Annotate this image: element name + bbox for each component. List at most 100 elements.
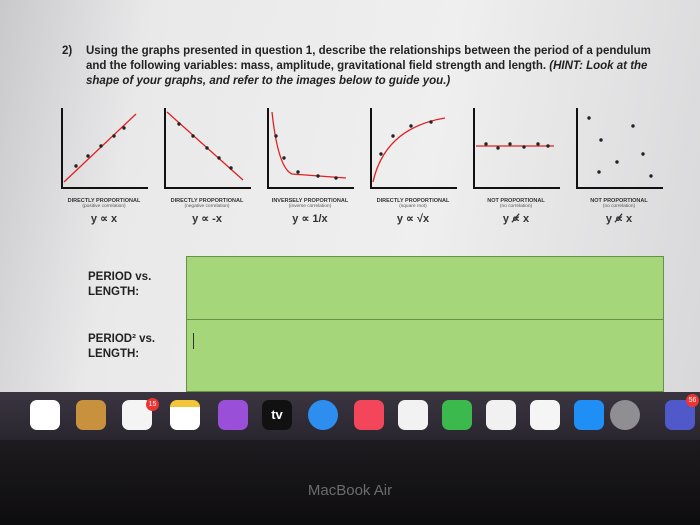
graph-sketch bbox=[473, 108, 560, 189]
caption-formula: y ∝̸ x bbox=[502, 213, 530, 225]
graph-sketch bbox=[164, 108, 251, 189]
caption-note: (negative correlation) bbox=[184, 204, 230, 209]
caption-title: DIRECTLY PROPORTIONAL bbox=[67, 198, 141, 204]
caption-formula: y ∝ x bbox=[90, 213, 118, 225]
notes-icon[interactable] bbox=[170, 400, 200, 430]
question-hint: (HINT: Look at the shape of your graphs,… bbox=[86, 60, 648, 87]
caption-note: (square root) bbox=[399, 204, 427, 209]
badge: 15 bbox=[146, 398, 159, 411]
axes bbox=[370, 108, 457, 189]
data-dot bbox=[99, 144, 103, 148]
data-dot bbox=[522, 145, 526, 149]
data-dot bbox=[112, 134, 116, 138]
settings-icon[interactable] bbox=[610, 400, 640, 430]
data-dot bbox=[296, 170, 300, 174]
caption-formula: y ∝̸ x bbox=[605, 213, 633, 225]
badge: 56 bbox=[686, 394, 699, 407]
row-label: PERIOD² vs. LENGTH: bbox=[88, 333, 156, 360]
caption-note: (positive correlation) bbox=[82, 204, 126, 209]
data-dot bbox=[274, 134, 278, 138]
data-dot bbox=[191, 134, 195, 138]
tv-icon[interactable]: tv bbox=[262, 400, 292, 430]
data-dot bbox=[177, 122, 181, 126]
news-icon[interactable] bbox=[398, 400, 428, 430]
caption-title: DIRECTLY PROPORTIONAL bbox=[376, 198, 450, 204]
data-dot bbox=[205, 146, 209, 150]
appstore-icon[interactable] bbox=[574, 400, 604, 430]
data-dot bbox=[641, 152, 645, 156]
data-dot bbox=[229, 166, 233, 170]
graph-caption: NOT PROPORTIONAL (no correlation) y ∝̸ x bbox=[571, 198, 667, 225]
caption-title: INVERSELY PROPORTIONAL bbox=[271, 198, 349, 204]
caption-title: NOT PROPORTIONAL bbox=[590, 198, 648, 204]
podcasts-icon[interactable] bbox=[218, 400, 248, 430]
data-dot bbox=[587, 116, 591, 120]
caption-formula: y ∝ 1/x bbox=[292, 213, 328, 225]
caption-note: (inverse correlation) bbox=[288, 204, 332, 209]
row-divider bbox=[187, 319, 663, 320]
text-cursor bbox=[193, 333, 194, 349]
trend-line bbox=[166, 111, 244, 181]
safari-icon[interactable] bbox=[308, 400, 338, 430]
data-dot bbox=[496, 146, 500, 150]
keynote-icon[interactable] bbox=[486, 400, 516, 430]
answer-table bbox=[186, 256, 664, 392]
data-dot bbox=[334, 176, 338, 180]
axes bbox=[61, 108, 148, 189]
data-dot bbox=[391, 134, 395, 138]
caption-title: NOT PROPORTIONAL bbox=[487, 198, 545, 204]
axes bbox=[473, 108, 560, 189]
row-label: PERIOD vs. LENGTH: bbox=[88, 271, 152, 298]
graph-caption: DIRECTLY PROPORTIONAL (negative correlati… bbox=[159, 198, 255, 225]
numbers-icon[interactable] bbox=[442, 400, 472, 430]
data-dot bbox=[409, 124, 413, 128]
graph-sketch bbox=[267, 108, 354, 189]
contacts-icon[interactable] bbox=[76, 400, 106, 430]
photos-icon[interactable] bbox=[30, 400, 60, 430]
bezel: MacBook Air bbox=[0, 440, 700, 525]
graph-caption: DIRECTLY PROPORTIONAL (positive correlati… bbox=[56, 198, 152, 225]
caption-title: DIRECTLY PROPORTIONAL bbox=[170, 198, 244, 204]
axes bbox=[267, 108, 354, 189]
data-dot bbox=[282, 156, 286, 160]
data-dot bbox=[379, 152, 383, 156]
data-dot bbox=[546, 144, 550, 148]
caption-note: (no correlation) bbox=[499, 204, 533, 209]
laptop-label: MacBook Air bbox=[307, 482, 393, 499]
data-dot bbox=[597, 170, 601, 174]
data-dot bbox=[631, 124, 635, 128]
graph-caption: NOT PROPORTIONAL (no correlation) y ∝̸ x bbox=[468, 198, 564, 225]
graph-sketch bbox=[370, 108, 457, 189]
worksheet: 2) Using the graphs presented in questio… bbox=[0, 0, 700, 392]
graph-sketch bbox=[576, 108, 663, 189]
trend-line bbox=[63, 113, 137, 183]
data-dot bbox=[86, 154, 90, 158]
data-dot bbox=[508, 142, 512, 146]
axes bbox=[576, 108, 663, 189]
axes bbox=[164, 108, 251, 189]
caption-note: (no correlation) bbox=[602, 204, 636, 209]
caption-formula: y ∝ -x bbox=[192, 213, 222, 225]
data-dot bbox=[122, 126, 126, 130]
graph-caption: DIRECTLY PROPORTIONAL (square root) y ∝ √x bbox=[365, 198, 461, 225]
data-dot bbox=[74, 164, 78, 168]
data-dot bbox=[599, 138, 603, 142]
question-text: Using the graphs presented in question 1… bbox=[86, 44, 656, 89]
graph-caption: INVERSELY PROPORTIONAL (inverse correlati… bbox=[262, 198, 358, 225]
data-dot bbox=[484, 142, 488, 146]
graph-sketch bbox=[61, 108, 148, 189]
trend-line bbox=[372, 117, 446, 183]
data-dot bbox=[615, 160, 619, 164]
data-dot bbox=[316, 174, 320, 178]
data-dot bbox=[429, 120, 433, 124]
question-body: Using the graphs presented in question 1… bbox=[86, 45, 651, 72]
trend-line bbox=[271, 111, 347, 179]
data-dot bbox=[536, 142, 540, 146]
pages-icon[interactable] bbox=[530, 400, 560, 430]
data-dot bbox=[217, 156, 221, 160]
dock: 15 tv 56 bbox=[0, 392, 700, 440]
music-icon[interactable] bbox=[354, 400, 384, 430]
question-number: 2) bbox=[62, 45, 73, 57]
caption-formula: y ∝ √x bbox=[396, 213, 430, 225]
